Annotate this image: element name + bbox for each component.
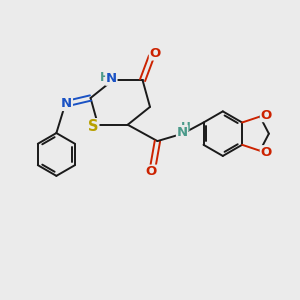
Text: H: H <box>181 121 191 134</box>
Text: N: N <box>61 98 72 110</box>
Text: O: O <box>149 47 161 60</box>
Text: N: N <box>176 126 188 139</box>
Text: S: S <box>88 119 99 134</box>
Text: H: H <box>100 71 110 84</box>
Text: O: O <box>260 109 272 122</box>
Text: N: N <box>106 72 117 85</box>
Text: O: O <box>260 146 272 159</box>
Text: O: O <box>146 165 157 178</box>
